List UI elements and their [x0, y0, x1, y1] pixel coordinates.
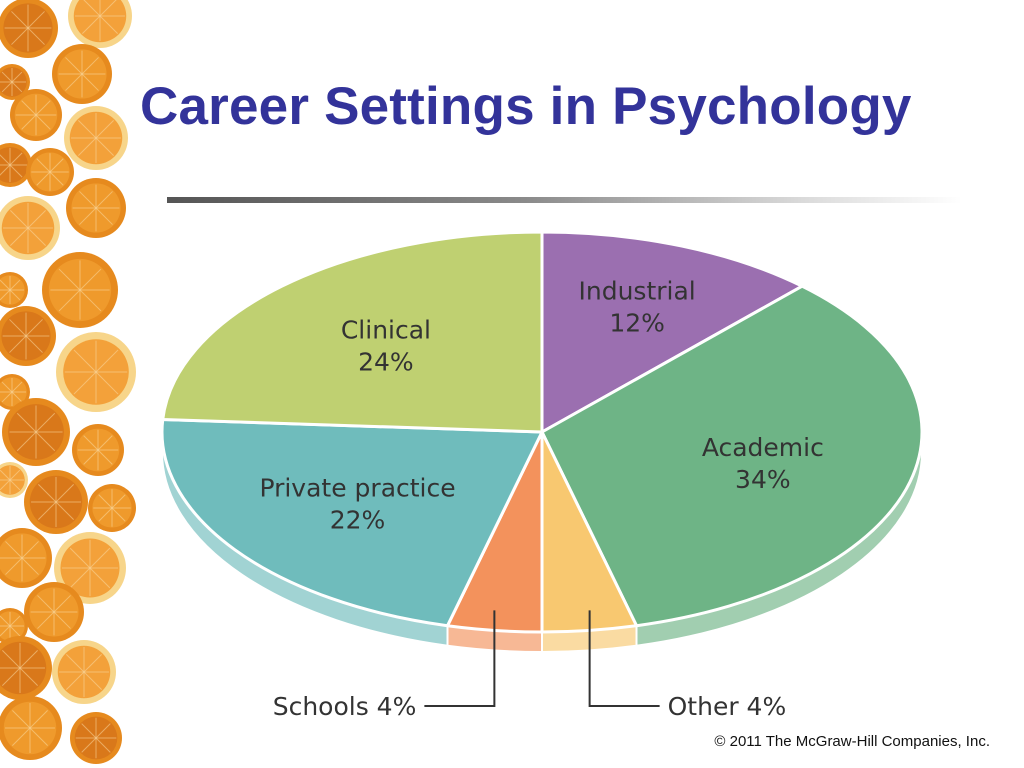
slice-value-private-practice: 22%: [330, 506, 386, 535]
orange-slice: [0, 608, 28, 644]
slice-clinical: [161, 230, 544, 434]
orange-slice: [0, 636, 52, 700]
slice-label-schools: Schools 4%: [273, 692, 417, 721]
orange-slice: [10, 89, 62, 141]
slice-private-practice: [160, 417, 544, 628]
slice-label-industrial: Industrial: [578, 277, 695, 306]
orange-slice: [0, 306, 56, 366]
pie-chart: Industrial 12% Academic 34% Other 4% Schools …: [160, 230, 924, 721]
orange-slice: [0, 143, 32, 187]
orange-slice: [0, 196, 60, 260]
orange-slice: [24, 470, 88, 534]
orange-slice: [26, 148, 74, 196]
orange-slice: [24, 582, 84, 642]
slice-label-academic: Academic: [702, 433, 824, 462]
slice-label-clinical: Clinical: [341, 316, 431, 345]
pie-labels: Industrial 12% Academic 34% Other 4% Schools …: [259, 277, 823, 721]
orange-slice: [0, 696, 62, 760]
slice-academic: [540, 284, 924, 628]
orange-slice: [2, 398, 70, 466]
slide-title: Career Settings in Psychology: [140, 77, 912, 136]
pie-leader-lines: [424, 610, 660, 707]
orange-slice: [56, 332, 136, 412]
copyright-notice: © 2011 The McGraw-Hill Companies, Inc.: [714, 733, 990, 750]
orange-slice: [0, 0, 58, 58]
slice-value-industrial: 12%: [609, 309, 665, 338]
orange-slice: [52, 640, 116, 704]
orange-slice: [0, 64, 30, 100]
orange-slice: [64, 106, 128, 170]
leader-line-schools: [424, 610, 496, 707]
orange-slice: [68, 0, 132, 48]
slice-value-clinical: 24%: [358, 348, 414, 377]
pie-top-layer: [160, 230, 924, 634]
orange-slice: [72, 424, 124, 476]
slice-label-private-practice: Private practice: [259, 474, 455, 503]
orange-slice: [66, 178, 126, 238]
slice-label-other: Other 4%: [668, 692, 787, 721]
title-divider: [167, 197, 962, 203]
slice-industrial: [540, 230, 804, 434]
leader-line-other: [588, 610, 660, 707]
orange-slices-decoration: [0, 0, 136, 764]
slice-value-academic: 34%: [735, 465, 791, 494]
orange-slice: [70, 712, 122, 764]
orange-slice: [0, 272, 28, 308]
orange-slice: [0, 462, 28, 498]
orange-slice: [52, 44, 112, 104]
orange-slice: [88, 484, 136, 532]
orange-slice: [42, 252, 118, 328]
orange-slice: [0, 528, 52, 588]
orange-slice: [54, 532, 126, 604]
